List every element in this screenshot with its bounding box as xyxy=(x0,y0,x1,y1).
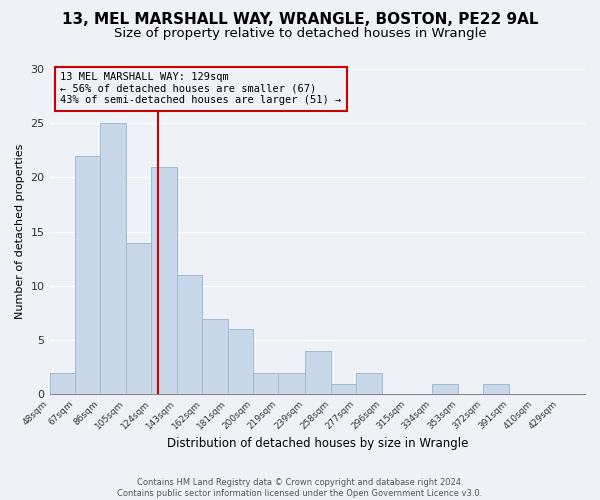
Bar xyxy=(483,384,509,394)
Bar xyxy=(433,384,458,394)
Text: Contains HM Land Registry data © Crown copyright and database right 2024.
Contai: Contains HM Land Registry data © Crown c… xyxy=(118,478,482,498)
Bar xyxy=(331,384,356,394)
X-axis label: Distribution of detached houses by size in Wrangle: Distribution of detached houses by size … xyxy=(167,437,468,450)
Bar xyxy=(75,156,100,394)
Bar xyxy=(253,373,278,394)
Y-axis label: Number of detached properties: Number of detached properties xyxy=(15,144,25,320)
Bar xyxy=(126,242,151,394)
Bar xyxy=(177,275,202,394)
Bar xyxy=(227,330,253,394)
Bar xyxy=(278,373,305,394)
Bar xyxy=(151,166,177,394)
Bar xyxy=(305,351,331,395)
Bar xyxy=(356,373,382,394)
Text: 13, MEL MARSHALL WAY, WRANGLE, BOSTON, PE22 9AL: 13, MEL MARSHALL WAY, WRANGLE, BOSTON, P… xyxy=(62,12,538,28)
Text: 13 MEL MARSHALL WAY: 129sqm
← 56% of detached houses are smaller (67)
43% of sem: 13 MEL MARSHALL WAY: 129sqm ← 56% of det… xyxy=(60,72,341,106)
Text: Size of property relative to detached houses in Wrangle: Size of property relative to detached ho… xyxy=(113,28,487,40)
Bar xyxy=(202,318,227,394)
Bar xyxy=(50,373,75,394)
Bar xyxy=(100,123,126,394)
